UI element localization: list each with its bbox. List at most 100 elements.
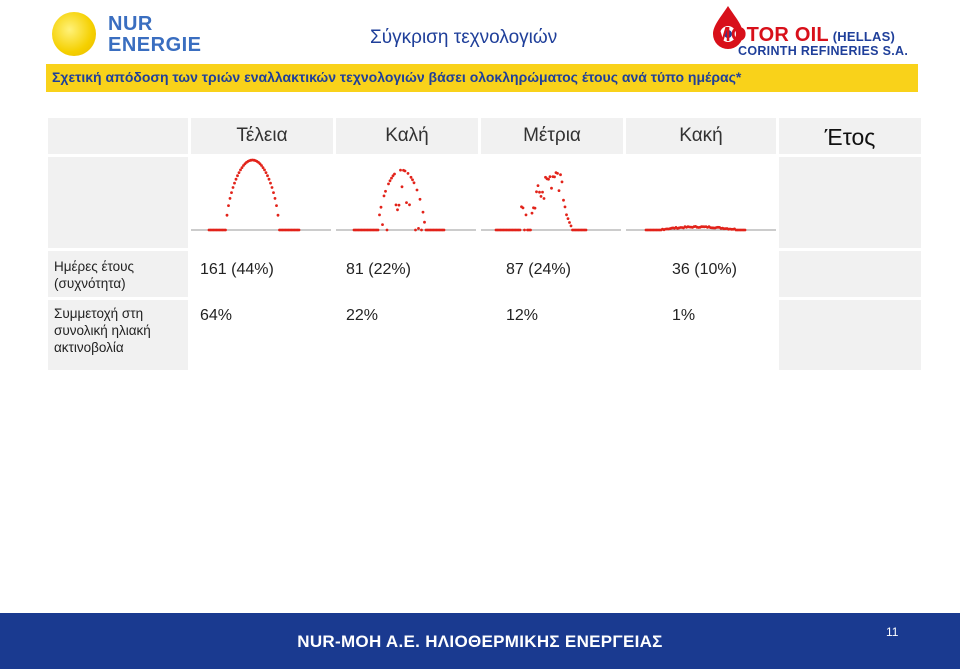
sun-icon: [52, 12, 96, 56]
profile-dot: [376, 228, 380, 232]
row-label-share: Συμμετοχή στη συνολική ηλιακή ακτινοβολί…: [54, 306, 151, 355]
value-share-perfect: 64%: [200, 307, 233, 324]
footer-bar: NUR-MOH A.E. ΗΛΙΟΘΕΡΜΙΚΗΣ ΕΝΕΡΓΕΙΑΣ 11: [0, 613, 960, 669]
profile-dot: [390, 176, 393, 180]
profile-dot: [224, 228, 227, 232]
profile-dot: [405, 201, 408, 204]
profile-dot: [539, 195, 543, 198]
profile-dot: [239, 168, 242, 172]
profile-dot: [270, 186, 274, 189]
profile-dot: [228, 197, 232, 200]
profile-dot: [384, 189, 387, 193]
subtitle-bar: Σχετική απόδοση των τριών εναλλακτικών τ…: [46, 64, 918, 92]
profile-dot: [414, 228, 417, 232]
profile-dot: [381, 223, 384, 226]
profile-dot: [269, 181, 272, 185]
logo-motor-oil-text: MOTOR OIL: [714, 24, 829, 46]
nur-energie-logo: NUR ENERGIE: [52, 10, 212, 58]
logo-hellas-text: (HELLAS): [832, 29, 896, 44]
profile-dot: [559, 173, 562, 177]
profile-dot: [584, 228, 588, 232]
profile-dot: [387, 182, 390, 186]
profile-dot: [261, 166, 265, 169]
column-header-year: Έτος: [824, 124, 876, 150]
profile-dot: [565, 213, 568, 217]
page-number: 11: [886, 625, 899, 639]
profile-dot: [553, 175, 556, 179]
header-cell-medium: [481, 118, 623, 154]
header-cell-good: [336, 118, 478, 154]
profile-dot: [275, 204, 278, 207]
profile-dot: [743, 228, 747, 232]
value-share-bad: 1%: [672, 307, 696, 324]
value-days-bad: 36 (10%): [672, 261, 737, 278]
curve-medium-day: [494, 171, 588, 232]
row-label-days: Ημέρες έτους (συχνότητα): [54, 259, 135, 291]
header-cell-perfect: [191, 118, 333, 154]
profile-dot: [420, 228, 423, 232]
footer-text: NUR-MOH A.E. ΗΛΙΟΘΕΡΜΙΚΗΣ ΕΝΕΡΓΕΙΑΣ: [297, 632, 663, 651]
header-cell-empty: [48, 118, 188, 154]
row2-year-cell: [779, 300, 921, 370]
profile-dot: [421, 210, 425, 214]
profile-dot: [562, 198, 565, 202]
column-header-bad: Κακή: [679, 125, 723, 146]
profile-dot: [399, 168, 402, 172]
profile-dot: [396, 208, 399, 212]
curve-bad-day: [644, 225, 747, 232]
header-cell-year: [779, 118, 921, 154]
curve-perfect-day: [207, 158, 301, 232]
profile-dot: [379, 205, 383, 209]
profile-dot: [415, 188, 419, 192]
profile-dot: [393, 172, 396, 176]
row1-year-cell: [779, 251, 921, 297]
profile-dot: [397, 203, 401, 207]
profile-dot: [557, 189, 561, 192]
profile-dot: [267, 177, 271, 181]
profile-dot: [566, 217, 570, 220]
profile-dot: [563, 205, 567, 209]
profile-dot: [233, 181, 236, 185]
profile-dot: [423, 220, 426, 224]
profile-dot: [264, 171, 268, 174]
profile-dot: [400, 185, 404, 189]
value-days-good: 81 (22%): [346, 261, 411, 278]
profile-dot: [225, 213, 229, 217]
logo-text-line2: ENERGIE: [108, 34, 202, 56]
oil-drop-icon: [713, 6, 743, 49]
header-cell-bad: [626, 118, 776, 154]
subtitle: Σχετική απόδοση των τριών εναλλακτικών τ…: [52, 69, 742, 85]
daily-profile-curves: [191, 158, 776, 232]
profile-dot: [234, 177, 238, 181]
profile-dot: [273, 197, 277, 200]
profile-dot: [382, 194, 386, 198]
profile-dot: [378, 213, 381, 217]
profile-dot: [550, 186, 553, 190]
profile-dot: [548, 175, 552, 178]
profile-dot: [529, 228, 532, 232]
profile-dot: [263, 168, 266, 172]
profile-dot: [541, 190, 544, 194]
slide-title: Σύγκριση τεχνολογιών: [370, 27, 558, 48]
curve-good-day: [352, 168, 446, 232]
profile-dot: [227, 204, 230, 207]
profile-dot: [403, 169, 407, 173]
profile-dot: [560, 180, 564, 184]
profile-dot: [568, 221, 571, 224]
profile-dot: [231, 186, 235, 189]
row2-label-cell: [48, 300, 188, 370]
curve-row-year-cell: [779, 157, 921, 248]
comparison-table: Τέλεια Καλή Μέτρια Κακή Έτος Ημέρες έτου…: [48, 118, 921, 370]
profile-dot: [240, 166, 244, 169]
profile-dot: [411, 178, 414, 182]
profile-dot: [260, 164, 263, 167]
profile-dot: [412, 181, 416, 185]
value-days-medium: 87 (24%): [506, 261, 571, 278]
motor-oil-logo: MOTOR OIL (HELLAS) CORINTH REFINERIES S.A…: [710, 4, 910, 58]
profile-dot: [533, 206, 537, 210]
profile-dot: [547, 177, 550, 181]
profile-dot: [524, 213, 528, 217]
profile-dot: [297, 228, 301, 232]
value-share-medium: 12%: [506, 307, 539, 324]
profile-dot: [521, 206, 525, 210]
